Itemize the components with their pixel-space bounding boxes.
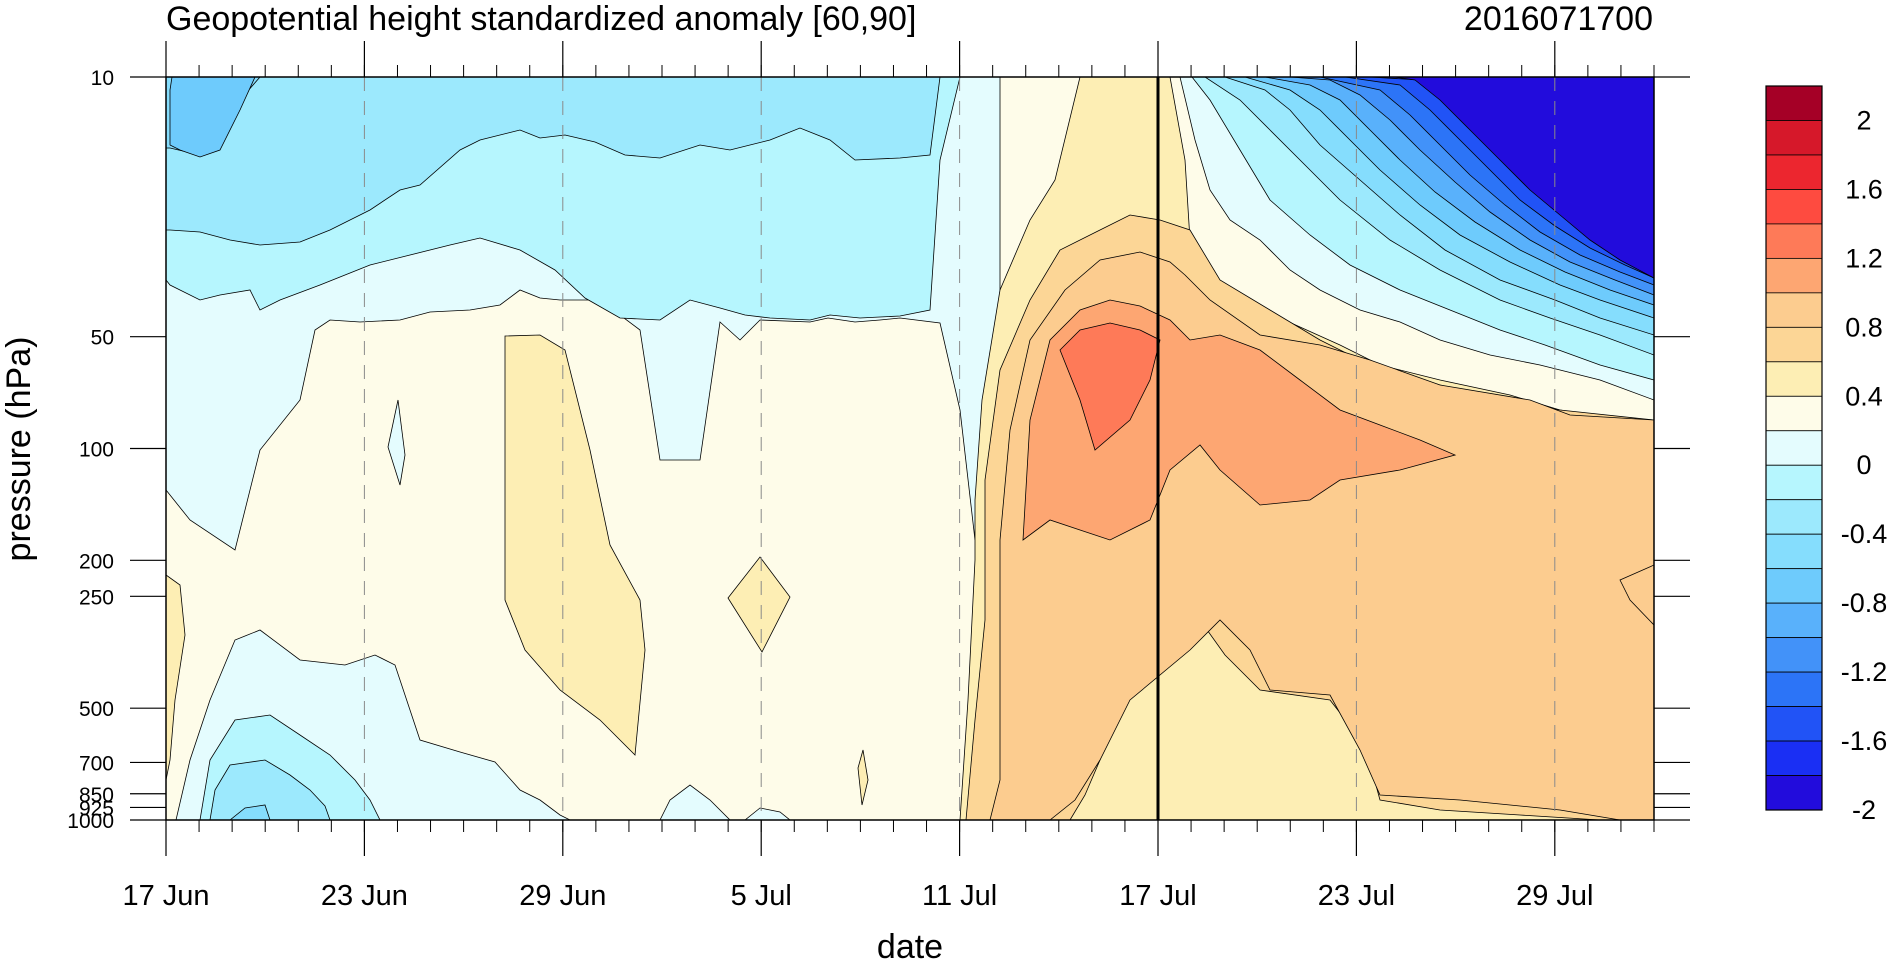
colorbar-swatch bbox=[1765, 671, 1823, 707]
y-tick-label: 700 bbox=[79, 752, 114, 775]
colorbar: 2 1.6 1.2 0.8 0.4 0 -0.4 -0.8 -1.2 -1.6 -2 bbox=[1765, 85, 1888, 825]
colorbar-tick-label: -1.6 bbox=[1841, 726, 1888, 756]
colorbar-swatch bbox=[1765, 223, 1823, 259]
colorbar-swatch bbox=[1765, 292, 1823, 328]
colorbar-tick-label: 0.4 bbox=[1845, 381, 1883, 411]
x-tick-label: 17 Jun bbox=[122, 880, 209, 912]
colorbar-swatch bbox=[1765, 499, 1823, 535]
colorbar-swatch bbox=[1765, 189, 1823, 225]
colorbar-swatch bbox=[1765, 326, 1823, 363]
x-tick-label: 29 Jun bbox=[519, 880, 606, 912]
x-tick-label: 23 Jul bbox=[1318, 880, 1395, 912]
dashed-gridlines bbox=[363, 77, 1556, 820]
x-tick-label: 11 Jul bbox=[922, 880, 997, 912]
contour-band-pos-3 bbox=[166, 574, 186, 781]
colorbar-tick-label: 1.6 bbox=[1845, 174, 1883, 204]
y-tick-label: 850 bbox=[79, 784, 114, 807]
contour-band-sfc-neg-2 bbox=[209, 759, 331, 820]
colorbar-swatch bbox=[1765, 637, 1823, 673]
contour-band-pos-2 bbox=[727, 556, 791, 653]
colorbar-tick-label: 2 bbox=[1856, 105, 1871, 135]
x-tick-label: 29 Jul bbox=[1516, 880, 1593, 912]
y-tick-label: 500 bbox=[79, 698, 114, 721]
colorbar-swatch bbox=[1765, 740, 1823, 776]
contour-band-sfc-neg-3 bbox=[229, 804, 271, 820]
contour-band-sfc-neg-4 bbox=[659, 784, 731, 820]
contour-band-pos-main-5 bbox=[1059, 322, 1161, 451]
colorbar-tick-label: 0 bbox=[1856, 450, 1871, 480]
contour-band-pos-1 bbox=[504, 334, 646, 756]
x-axis-label: date bbox=[877, 928, 943, 963]
chart-title: Geopotential height standardized anomaly… bbox=[166, 0, 917, 38]
colorbar-swatch bbox=[1765, 775, 1823, 811]
contour-band-sfc-neg-5 bbox=[744, 807, 791, 820]
colorbar-swatch bbox=[1765, 395, 1823, 432]
colorbar-swatch bbox=[1765, 361, 1823, 397]
y-tick-label: 250 bbox=[79, 586, 114, 609]
colorbar-tick-label: 0.8 bbox=[1845, 312, 1883, 342]
y-tick-label: 100 bbox=[79, 439, 114, 462]
colorbar-swatch bbox=[1765, 568, 1823, 604]
contour-band-uppr-11 bbox=[1394, 77, 1654, 279]
y-axis-label: pressure (hPa) bbox=[0, 337, 38, 562]
colorbar-tick-label: -1.2 bbox=[1841, 657, 1888, 687]
x-ticks: 17 Jun 23 Jun 29 Jun 5 Jul 11 Jul 17 Jul 23 Ju… bbox=[122, 41, 1655, 912]
contour-band-neg-2 bbox=[166, 77, 941, 246]
contour-band-blob-neg bbox=[387, 399, 406, 486]
y-tick-label: 925 bbox=[79, 797, 114, 820]
x-tick-label: 23 Jun bbox=[321, 880, 408, 912]
colorbar-tick-label: -2 bbox=[1852, 795, 1876, 825]
y-tick-label: 200 bbox=[79, 550, 114, 573]
colorbar-swatch bbox=[1765, 602, 1823, 639]
colorbar-tick-label: -0.8 bbox=[1841, 588, 1888, 618]
contour-band-neg-3b bbox=[169, 77, 256, 158]
chart-date-label: 2016071700 bbox=[1463, 0, 1653, 38]
colorbar-tick-label: 1.2 bbox=[1845, 243, 1883, 273]
colorbar-swatch bbox=[1765, 85, 1823, 121]
contour-band-pos-main-6 bbox=[1619, 564, 1654, 626]
colorbar-swatch bbox=[1765, 464, 1823, 501]
colorbar-swatch bbox=[1765, 154, 1823, 190]
y-tick-label: 50 bbox=[91, 327, 114, 350]
colorbar-swatch bbox=[1765, 257, 1823, 294]
y-tick-label: 10 bbox=[91, 67, 114, 90]
colorbar-swatch bbox=[1765, 533, 1823, 570]
x-tick-label: 5 Jul bbox=[731, 880, 792, 912]
y-tick-label: 1000 bbox=[67, 810, 114, 833]
contour-band-pos-4 bbox=[857, 749, 869, 806]
colorbar-frame bbox=[1765, 85, 1823, 811]
colorbar-swatch bbox=[1765, 706, 1823, 742]
colorbar-tick-label: -0.4 bbox=[1841, 519, 1888, 549]
contour-fill bbox=[166, 77, 1654, 820]
x-tick-label: 17 Jul bbox=[1119, 880, 1196, 912]
colorbar-swatch bbox=[1765, 120, 1823, 156]
colorbar-swatch bbox=[1765, 430, 1823, 466]
